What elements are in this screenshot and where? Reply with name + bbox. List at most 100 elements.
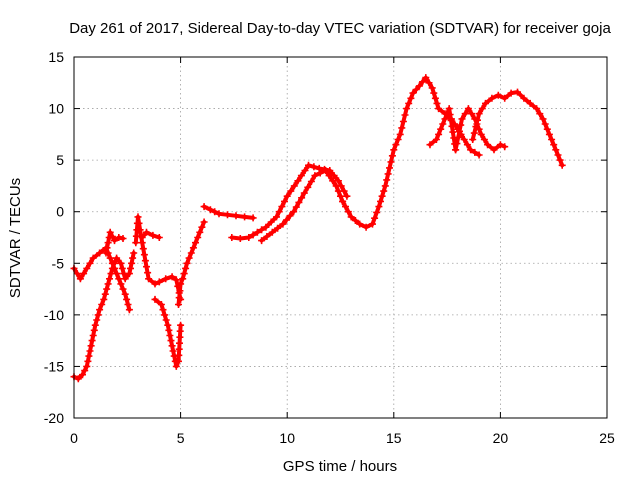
data-point	[278, 203, 286, 211]
y-tick-label: -15	[44, 358, 64, 374]
tick-labels: 0 5 10 15 20 25 -20 -15 -10 -5 0 5 10 15	[44, 49, 615, 446]
data-point	[501, 94, 509, 102]
x-axis-title: GPS time / hours	[283, 458, 397, 475]
data-point	[283, 216, 290, 224]
data-point	[431, 94, 439, 102]
data-point	[454, 134, 462, 141]
data-point	[377, 197, 384, 205]
data-point	[449, 128, 457, 136]
x-tick-label: 10	[279, 430, 295, 446]
data-point	[183, 259, 191, 267]
data-point	[344, 208, 352, 216]
data-point	[334, 187, 342, 195]
data-point	[362, 223, 370, 231]
data-point	[155, 278, 163, 286]
data-point	[332, 182, 340, 190]
data-point	[520, 94, 528, 102]
series-track-3	[102, 228, 127, 257]
data-point	[394, 136, 402, 143]
data-point	[452, 146, 460, 154]
data-point	[554, 151, 562, 159]
data-point	[263, 233, 271, 240]
data-point	[182, 264, 190, 272]
data-point	[165, 326, 173, 334]
data-point	[167, 337, 175, 345]
data-point	[381, 182, 389, 190]
data-point	[536, 110, 544, 118]
data-point	[113, 254, 121, 262]
data-point	[117, 259, 125, 267]
chart-title: Day 261 of 2017, Sidereal Day-to-day VTE…	[69, 20, 611, 37]
data-point	[143, 228, 150, 236]
data-point	[283, 192, 291, 200]
data-point	[228, 234, 236, 241]
series-track-14	[469, 88, 566, 169]
data-point	[170, 352, 178, 360]
data-point	[447, 116, 455, 124]
data-point	[192, 239, 199, 247]
data-point	[115, 275, 123, 283]
data-point	[176, 339, 183, 347]
data-point	[281, 197, 288, 205]
data-point	[526, 99, 534, 107]
data-point	[453, 140, 461, 148]
data-point	[274, 224, 282, 232]
data-point	[200, 218, 208, 226]
data-point	[119, 235, 127, 242]
data-point	[290, 182, 298, 190]
data-point	[310, 163, 318, 171]
data-point	[111, 259, 118, 267]
data-point	[343, 192, 351, 200]
data-point	[541, 120, 549, 128]
data-point	[127, 264, 134, 272]
data-point	[380, 187, 388, 195]
data-point	[102, 249, 110, 257]
data-point	[206, 206, 214, 214]
x-tick-label: 20	[493, 430, 509, 446]
data-point	[290, 208, 298, 216]
data-point	[405, 99, 413, 107]
data-point	[88, 337, 96, 345]
data-point	[297, 172, 305, 180]
data-point	[412, 86, 420, 93]
data-point	[175, 294, 183, 302]
data-point	[187, 249, 195, 257]
data-point	[275, 208, 283, 216]
data-point	[93, 316, 101, 324]
data-point	[399, 118, 407, 125]
data-point	[307, 178, 315, 185]
x-tick-label: 5	[177, 430, 185, 446]
data-point	[463, 141, 471, 149]
x-tick-label: 15	[386, 430, 402, 446]
data-point	[232, 212, 240, 220]
data-point	[180, 270, 188, 278]
data-point	[87, 342, 95, 350]
series-track-5	[138, 228, 163, 241]
data-point	[378, 192, 386, 200]
data-point	[155, 234, 163, 241]
plot-frame	[73, 56, 608, 419]
data-point	[305, 161, 312, 169]
data-point	[121, 290, 129, 298]
data-point	[179, 275, 187, 283]
data-point	[118, 264, 126, 272]
data-point	[151, 295, 159, 303]
x-tick-label: 0	[70, 430, 78, 446]
data-point	[166, 332, 174, 339]
data-point	[507, 89, 515, 97]
data-point	[478, 105, 486, 113]
data-point	[325, 172, 333, 180]
data-point	[468, 110, 476, 118]
x-tick-label: 25	[599, 430, 615, 446]
data-point	[501, 143, 509, 151]
data-point	[471, 148, 479, 156]
data-point	[168, 342, 176, 350]
data-point	[215, 210, 223, 218]
data-point	[104, 280, 112, 288]
data-point	[144, 269, 152, 277]
data-point	[91, 321, 99, 329]
data-point	[175, 357, 182, 365]
data-point	[435, 130, 443, 138]
data-point	[258, 226, 266, 234]
data-point	[488, 94, 496, 102]
